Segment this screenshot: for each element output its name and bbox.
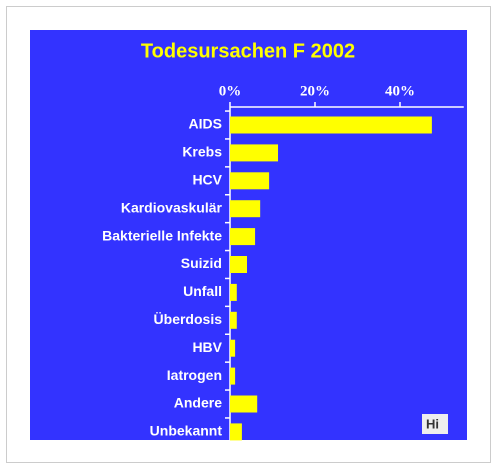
chart-title: Todesursachen F 2002 xyxy=(141,40,355,62)
y-tick-label: Unbekannt xyxy=(150,423,223,439)
y-tick-label: Krebs xyxy=(182,144,222,160)
bar xyxy=(230,311,237,329)
y-tick-label: Iatrogen xyxy=(167,367,222,383)
y-tick-label: HCV xyxy=(192,172,222,188)
x-tick-label: 40% xyxy=(385,83,415,99)
bar xyxy=(230,283,237,301)
bar xyxy=(230,172,270,190)
bar xyxy=(230,339,236,357)
bar xyxy=(230,116,432,134)
bar xyxy=(230,367,236,385)
bar xyxy=(230,256,247,273)
y-tick-label: Unfall xyxy=(183,283,222,299)
x-tick-label: 0% xyxy=(219,83,242,99)
y-tick-label: AIDS xyxy=(189,116,222,132)
y-tick-label: Suizid xyxy=(181,255,222,271)
x-tick-label: 20% xyxy=(300,83,330,99)
y-tick-label: Kardiovaskulär xyxy=(121,199,223,215)
y-tick-label: Überdosis xyxy=(154,311,223,327)
logo-text: Hi xyxy=(426,416,439,431)
bar xyxy=(230,228,256,246)
bar xyxy=(230,395,258,413)
y-tick-label: Bakterielle Infekte xyxy=(102,227,222,243)
bar xyxy=(230,423,242,441)
logo: Hi xyxy=(422,414,448,434)
y-tick-label: HBV xyxy=(192,339,222,355)
y-tick-label: Andere xyxy=(174,395,222,411)
bar xyxy=(230,200,261,218)
bar xyxy=(230,144,279,162)
logo-box xyxy=(422,414,448,434)
